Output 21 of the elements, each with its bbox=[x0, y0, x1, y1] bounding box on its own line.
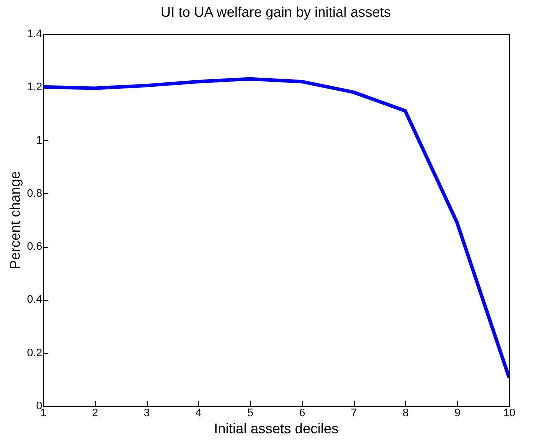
line-series bbox=[43, 77, 509, 379]
y-tick-label: 0.8 bbox=[27, 188, 42, 200]
x-tick-label: 3 bbox=[144, 408, 150, 420]
x-tick-label: 8 bbox=[402, 408, 410, 420]
y-tick-label: 0.2 bbox=[27, 347, 42, 360]
x-tick-label: 5 bbox=[248, 408, 254, 420]
x-tick-label: 10 bbox=[503, 408, 516, 420]
x-tick-label: 2 bbox=[92, 408, 98, 420]
x-tick-label: 4 bbox=[196, 408, 202, 420]
y-axis-title: Percent change bbox=[7, 171, 24, 270]
y-tick-label: 0.4 bbox=[27, 294, 42, 306]
x-axis-title: Initial assets deciles bbox=[214, 420, 339, 436]
y-tick-label: 0.6 bbox=[27, 241, 42, 254]
y-tick-label: 1.4 bbox=[27, 28, 42, 40]
chart-title: UI to UA welfare gain by initial assets bbox=[160, 4, 392, 20]
x-tick-label: 9 bbox=[454, 408, 461, 420]
y-tick-label: 0 bbox=[36, 400, 42, 412]
y-tick-label: 1.2 bbox=[27, 82, 42, 94]
y-tick-label: 1 bbox=[36, 134, 42, 147]
x-tick-label: 7 bbox=[351, 408, 358, 420]
x-tick-label: 6 bbox=[299, 408, 306, 420]
